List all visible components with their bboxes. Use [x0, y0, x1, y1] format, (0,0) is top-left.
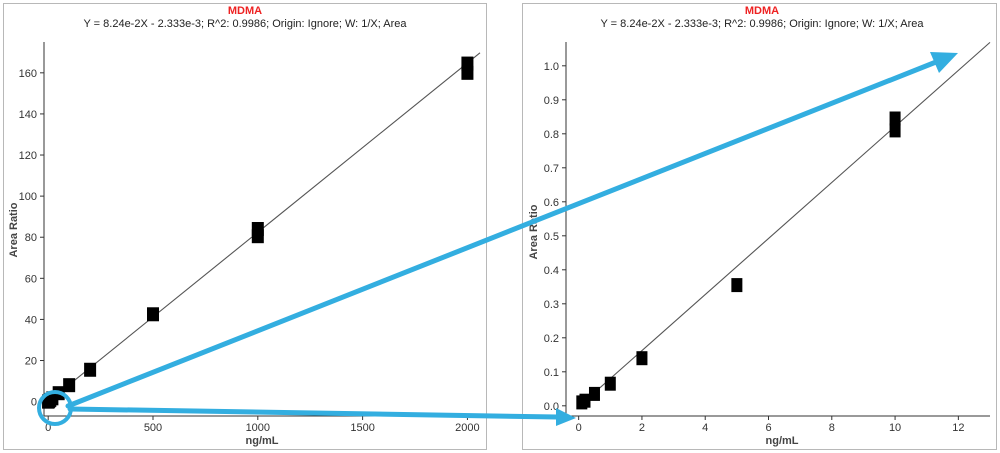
- right-y-tick-label: 1.0: [544, 61, 559, 73]
- left-data-point: [147, 307, 159, 322]
- left-y-axis-label: Area Ratio: [8, 202, 20, 257]
- zoom-arrow-upper: [65, 59, 939, 409]
- left-y-tick-label: 60: [25, 273, 37, 285]
- left-x-tick-label: 1000: [246, 422, 270, 434]
- right-data-point: [889, 123, 901, 138]
- right-data-point: [636, 351, 648, 366]
- right-x-tick-label: 6: [765, 422, 771, 434]
- right-y-tick-label: 0.6: [544, 197, 559, 209]
- left-y-tick-label: 80: [25, 232, 37, 244]
- right-y-tick-label: 0.2: [544, 333, 559, 345]
- right-regression-line: [578, 41, 991, 408]
- left-chart-title: MDMA: [228, 5, 262, 17]
- left-panel-frame: [3, 3, 487, 450]
- left-chart-equation: Y = 8.24e-2X - 2.333e-3; R^2: 0.9986; Or…: [83, 18, 407, 30]
- left-data-point: [63, 378, 76, 393]
- right-y-tick-label: 0.4: [544, 265, 559, 277]
- left-y-tick-label: 20: [25, 356, 37, 368]
- left-plot-area: 0 20 40 60 80 100 120 140 160 0 500 1000 1500 2000: [19, 42, 481, 434]
- left-data-point: [84, 362, 97, 377]
- left-y-tick-label: 120: [19, 150, 37, 162]
- zoom-arrow-upper-head: [930, 52, 958, 73]
- left-y-tick-label: 0: [31, 397, 37, 409]
- left-x-axis-label: ng/mL: [246, 435, 279, 447]
- zoom-annotation: [37, 52, 958, 426]
- right-chart-equation: Y = 8.24e-2X - 2.333e-3; R^2: 0.9986; Or…: [600, 18, 924, 30]
- right-y-tick-label: 0.1: [544, 367, 559, 379]
- left-y-tick-label: 140: [19, 109, 37, 121]
- right-data-point: [731, 278, 743, 293]
- right-plot-area: 0.0 0.1 0.2 0.3 0.4 0.5 0.6 0.7 0.8 0.9 1.0 0 2 4 6 8 10…: [544, 41, 991, 434]
- right-x-tick-label: 12: [952, 422, 964, 434]
- left-x-tick-label: 0: [45, 422, 51, 434]
- right-data-point: [889, 111, 901, 126]
- left-x-tick-label: 500: [144, 422, 162, 434]
- right-x-tick-label: 10: [889, 422, 901, 434]
- left-data-point: [251, 229, 264, 244]
- right-x-axis-label: ng/mL: [766, 435, 799, 447]
- right-data-point: [588, 386, 600, 401]
- left-x-tick-label: 1500: [350, 422, 374, 434]
- left-y-tick-label: 100: [19, 191, 37, 203]
- right-x-tick-label: 2: [639, 422, 645, 434]
- right-y-tick-label: 0.5: [544, 231, 559, 243]
- left-y-tick-label: 40: [25, 314, 37, 326]
- right-y-tick-label: 0.9: [544, 95, 559, 107]
- right-y-tick-label: 0.3: [544, 299, 559, 311]
- left-y-tick-label: 160: [19, 68, 37, 80]
- right-x-tick-label: 0: [576, 422, 582, 434]
- right-data-point: [579, 393, 591, 408]
- right-panel-frame: [522, 3, 997, 450]
- zoom-arrow-lower-head: [556, 408, 576, 426]
- right-y-axis-label: Area Ratio: [528, 204, 540, 259]
- left-x-tick-label: 2000: [455, 422, 479, 434]
- right-x-tick-label: 8: [829, 422, 835, 434]
- right-data-point: [604, 376, 616, 391]
- right-chart-title: MDMA: [745, 5, 779, 17]
- right-x-tick-label: 4: [702, 422, 708, 434]
- zoom-arrow-lower: [67, 406, 560, 420]
- right-y-tick-label: 0.0: [544, 401, 559, 413]
- left-regression-line: [47, 52, 481, 403]
- right-y-tick-label: 0.8: [544, 129, 559, 141]
- right-y-tick-label: 0.7: [544, 163, 559, 175]
- left-data-point: [251, 222, 264, 236]
- left-data-point: [461, 56, 474, 71]
